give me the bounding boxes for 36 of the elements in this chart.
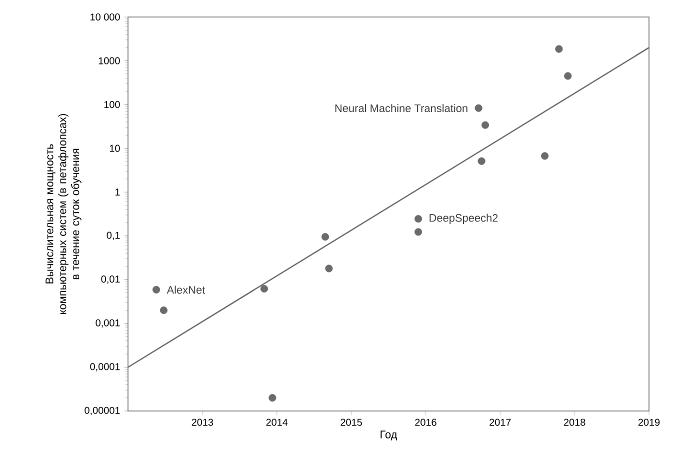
x-axis-title: Год	[380, 430, 398, 440]
x-tick-label: 2013	[192, 418, 214, 426]
x-tick-label: 2014	[266, 418, 288, 426]
x-tick-label: 2018	[564, 418, 586, 426]
x-tick-label: 2017	[490, 418, 511, 426]
point	[325, 264, 333, 272]
point	[564, 72, 572, 80]
y-tick-label: 0,1	[106, 232, 120, 240]
annotation: DeepSpeech2	[430, 214, 498, 224]
point	[260, 284, 268, 293]
y-tick-label: 0,01	[101, 276, 120, 284]
point	[474, 104, 482, 112]
y-tick-label: 100	[104, 101, 120, 108]
y-tick-label: 1	[115, 188, 120, 196]
point	[152, 286, 160, 294]
point	[478, 157, 486, 165]
y-tick-label: 10 000	[90, 13, 120, 21]
point	[414, 228, 422, 236]
y-tick-label: 0,00001	[84, 406, 120, 416]
y-tick-label: 1000	[98, 57, 120, 64]
point	[268, 394, 276, 402]
x-tick-label: 2019	[638, 418, 660, 426]
point	[541, 152, 549, 160]
x-tick-label: 2016	[415, 418, 436, 426]
point	[481, 121, 490, 129]
annotation: AlexNet	[166, 286, 206, 294]
y-tick-label: 0,0001	[90, 363, 120, 372]
point	[555, 45, 563, 53]
y-axis-title: Вычислительная мощность компьютерных систем (в петафлопсах) в течение суток обучения	[46, 114, 82, 314]
point	[160, 306, 168, 314]
point	[321, 233, 330, 241]
annotation: Neural Machine Translation	[335, 104, 468, 112]
y-tick-label: 0,001	[96, 319, 120, 328]
x-tick-label: 2015	[340, 418, 362, 426]
point	[414, 215, 422, 223]
y-tick-label: 10	[110, 144, 120, 152]
